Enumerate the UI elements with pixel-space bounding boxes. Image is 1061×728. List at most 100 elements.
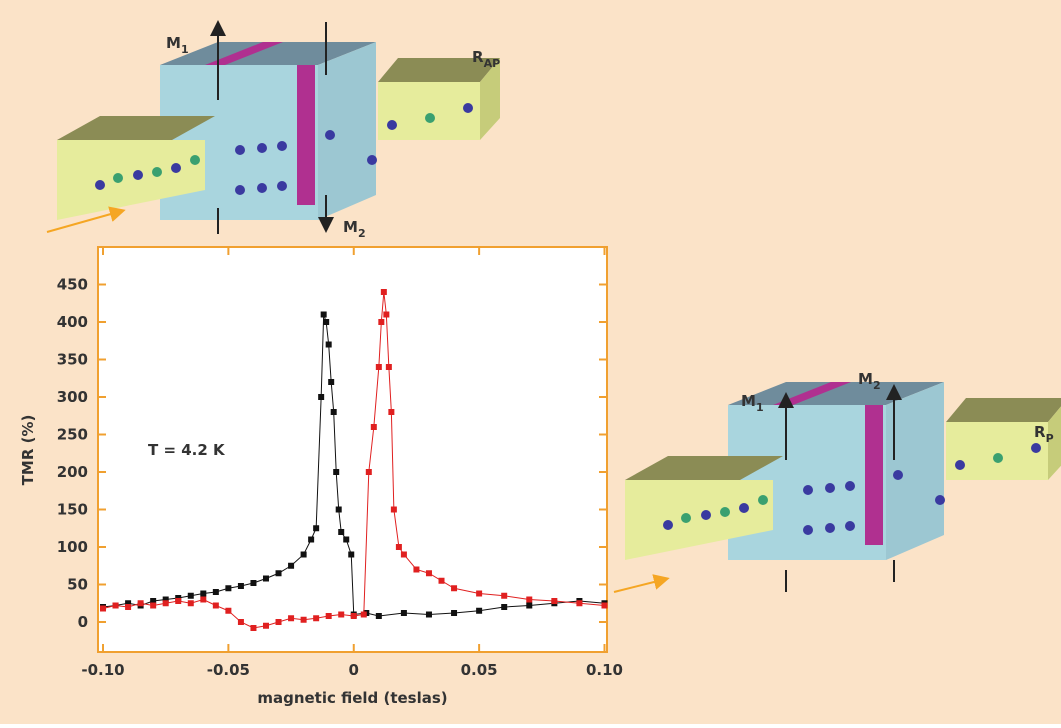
x-axis-label: magnetic field (teslas) [257,689,447,707]
data-point [238,619,244,625]
data-point [338,612,344,618]
data-point [439,578,445,584]
data-point [213,589,219,595]
y-tick-label: 200 [57,463,88,481]
figure: 0 50 100 150 200 250 300 350 400 450 -0.10 -0.05 0 0.… [0,0,1061,724]
y-tick-label: 50 [67,576,88,594]
data-point [308,537,314,543]
data-point [200,597,206,603]
label-main: M [858,370,873,388]
data-point [175,598,181,604]
label-sub: 2 [358,227,366,240]
data-point [321,312,327,318]
data-point [501,593,507,599]
data-point [391,507,397,513]
data-point [526,603,532,609]
data-point [113,603,119,609]
data-point [188,600,194,606]
data-point [361,612,367,618]
label-main: R [472,48,484,66]
x-tick-label: 0.10 [586,661,623,679]
data-point [318,394,324,400]
label-main: R [1034,423,1046,441]
data-point [213,603,219,609]
y-axis-label: TMR (%) [19,415,37,486]
data-point [343,537,349,543]
data-point [326,613,332,619]
label-sub: 1 [181,43,189,56]
data-point [225,608,231,614]
data-point [163,600,169,606]
data-point [401,610,407,616]
y-tick-label: 100 [57,538,88,556]
data-point [338,529,344,535]
label-sub: 1 [756,401,764,414]
data-point [200,591,206,597]
data-point [138,600,144,606]
data-point [388,409,394,415]
data-point [396,544,402,550]
data-point [225,585,231,591]
data-point [288,615,294,621]
data-point [333,469,339,475]
data-point [351,613,357,619]
data-point [100,606,106,612]
x-tick-label: 0 [349,661,359,679]
data-point [326,342,332,348]
data-point [276,619,282,625]
data-point [150,603,156,609]
data-point [348,552,354,558]
y-tick-label: 250 [57,426,88,444]
data-point [250,625,256,631]
data-point [381,289,387,295]
data-point [476,591,482,597]
data-point [376,613,382,619]
y-tick-label: 450 [57,276,88,294]
label-sub: AP [484,57,501,70]
label-main: M [741,392,756,410]
data-point [476,608,482,614]
data-point [263,623,269,629]
annotation: T = 4.2 K [148,441,226,459]
label-main: M [343,218,358,236]
data-point [250,580,256,586]
data-point [371,424,377,430]
data-point [426,612,432,618]
data-point [188,593,194,599]
data-point [313,525,319,531]
y-tick-label: 0 [78,613,88,631]
x-tick-label: -0.05 [207,661,250,679]
data-point [426,570,432,576]
data-point [288,563,294,569]
data-point [501,604,507,610]
data-point [413,567,419,573]
data-point [276,570,282,576]
y-tick-label: 300 [57,388,88,406]
y-tick-label: 350 [57,351,88,369]
data-point [551,598,557,604]
data-point [378,319,384,325]
data-point [576,600,582,606]
data-point [366,469,372,475]
data-point [376,364,382,370]
data-point [301,552,307,558]
label-sub: 2 [873,379,881,392]
data-point [323,319,329,325]
data-point [451,610,457,616]
y-tick-label: 400 [57,313,88,331]
data-point [336,507,342,513]
x-tick-label: 0.05 [461,661,498,679]
data-point [331,409,337,415]
data-point [451,585,457,591]
x-tick-label: -0.10 [81,661,124,679]
data-point [526,597,532,603]
data-point [238,583,244,589]
data-point [313,615,319,621]
data-point [301,617,307,623]
label-sub: P [1046,432,1054,445]
data-point [383,312,389,318]
data-point [601,603,607,609]
data-point [263,576,269,582]
label-main: M [166,34,181,52]
y-tick-label: 150 [57,501,88,519]
